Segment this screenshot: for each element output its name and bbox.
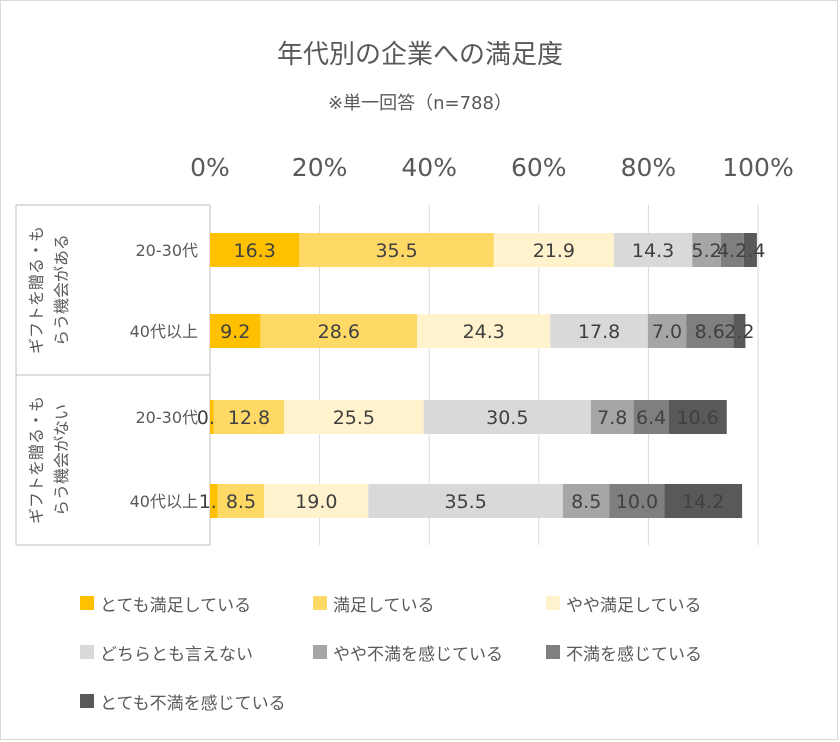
bar-segment [668, 400, 727, 434]
data-label: 9.2 [220, 321, 250, 343]
bar-segment [299, 233, 494, 267]
group-label: らう機会がない [52, 404, 71, 516]
legend-label: どちらとも言えない [100, 644, 253, 665]
data-label: 5.2 [691, 240, 721, 262]
bar-segment [590, 400, 634, 434]
legend-label: 満足している [333, 595, 435, 616]
data-label: 30.5 [486, 407, 528, 429]
data-label: 14.3 [632, 240, 674, 262]
legend-item: とても満足している [80, 592, 252, 616]
legend-swatch [313, 596, 327, 610]
x-tick-label: 40% [401, 153, 457, 182]
legend-label: やや不満を感じている [333, 644, 503, 665]
data-label: 16.3 [234, 240, 276, 262]
bar-segment [550, 314, 648, 348]
bar-segment [743, 233, 757, 267]
data-label: 17.8 [578, 321, 620, 343]
legend-label: 不満を感じている [566, 644, 702, 665]
data-label: 35.5 [375, 240, 417, 262]
category-label: 40代以上 [130, 322, 198, 341]
bar-segment [423, 400, 591, 434]
bar-segment [260, 314, 418, 348]
category-label: 20-30代 [136, 241, 199, 260]
legend-item: どちらとも言えない [80, 641, 253, 665]
bar-segment [609, 484, 665, 518]
bar-segment [720, 233, 744, 267]
legend-swatch [546, 596, 560, 610]
data-label: 7.0 [652, 321, 682, 343]
data-label: 10.6 [677, 407, 719, 429]
group-label: ギフトを贈る・も [27, 226, 46, 354]
legend-swatch [313, 645, 327, 659]
chart-subtitle: ※単一回答（n=788） [328, 93, 512, 114]
legend-label: やや満足している [566, 595, 702, 616]
group-label: ギフトを贈る・も [27, 396, 46, 524]
x-tick-label: 80% [621, 153, 677, 182]
data-label: 10.0 [616, 491, 658, 513]
x-tick-label: 60% [511, 153, 567, 182]
bar-segment [686, 314, 734, 348]
data-label: 7.8 [597, 407, 627, 429]
data-label: 8.5 [226, 491, 256, 513]
bar-segment [692, 233, 721, 267]
data-label: 6.4 [636, 407, 666, 429]
data-label: 8.6 [695, 321, 725, 343]
legend-swatch [80, 645, 94, 659]
bar-segment [368, 484, 563, 518]
legend-item: とても不満を感じている [80, 690, 286, 714]
bar-segment [647, 314, 687, 348]
data-label: 19.0 [295, 491, 337, 513]
data-label: 8.5 [571, 491, 601, 513]
bar-segment [210, 233, 300, 267]
legend-item: やや不満を感じている [313, 641, 503, 665]
data-label: 24.3 [463, 321, 505, 343]
bar-segment [217, 484, 265, 518]
data-label: 12.8 [228, 407, 270, 429]
bar-segment [213, 400, 284, 434]
legend-item: 満足している [313, 592, 435, 616]
data-label: 21.9 [533, 240, 575, 262]
legend-swatch [80, 694, 94, 708]
legend-swatch [80, 596, 94, 610]
bar-segment [210, 314, 261, 348]
bar-segment [733, 314, 746, 348]
data-label: 35.5 [444, 491, 486, 513]
bar-segment [613, 233, 693, 267]
bar-segment [633, 400, 669, 434]
data-label: 14.2 [682, 491, 724, 513]
chart-title: 年代別の企業への満足度 [276, 40, 563, 70]
bar-segment [493, 233, 614, 267]
bar-segment [210, 400, 214, 434]
category-label: 40代以上 [130, 492, 198, 511]
data-label: 2.2 [724, 321, 754, 343]
legend-item: 不満を感じている [546, 641, 702, 665]
category-label: 20-30代 [136, 408, 199, 427]
legend-item: やや満足している [546, 592, 702, 616]
legend-label: とても満足している [100, 595, 252, 616]
bar-segment [562, 484, 610, 518]
bar-segment [417, 314, 551, 348]
bar-segment [664, 484, 743, 518]
bar-segment [210, 484, 218, 518]
x-tick-label: 20% [292, 153, 348, 182]
data-label: 28.6 [318, 321, 360, 343]
legend-swatch [546, 645, 560, 659]
x-tick-label: 100% [722, 153, 793, 182]
data-label: 4.2 [717, 240, 747, 262]
legend-label: とても不満を感じている [100, 693, 286, 714]
data-label: 25.5 [333, 407, 375, 429]
x-tick-label: 0% [190, 153, 230, 182]
data-label: 2.4 [735, 240, 765, 262]
bar-segment [264, 484, 369, 518]
group-label: らう機会がある [52, 234, 71, 346]
bar-segment [283, 400, 424, 434]
